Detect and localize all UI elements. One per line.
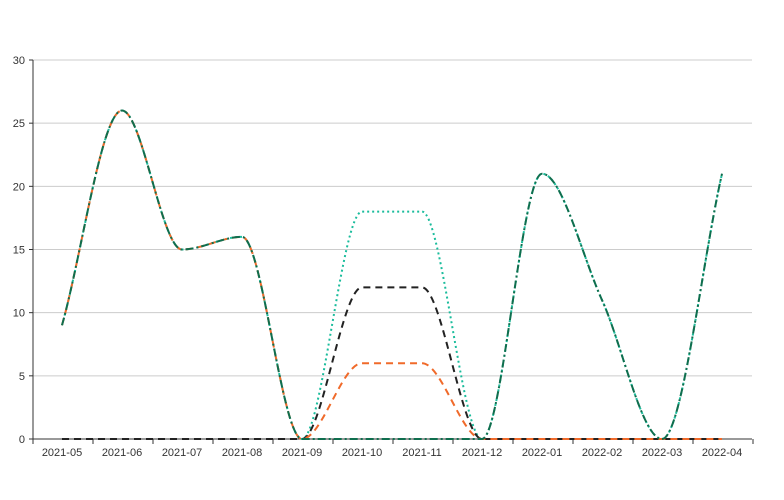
x-tick-label: 2021-07	[162, 447, 202, 459]
y-tick-label: 0	[19, 434, 25, 446]
x-tick-label: 2021-11	[402, 447, 442, 459]
tick-labels: 0 5 10 15 20 25 30 2021-05 2021-06 2021-07 2021-08…	[13, 55, 742, 459]
x-tick-label: 2022-04	[702, 447, 742, 459]
series-line-1	[61, 109, 723, 441]
series-line-4	[61, 109, 723, 441]
series-line-2	[62, 286, 722, 440]
y-tick-label: 10	[13, 308, 25, 320]
x-tick-label: 2021-12	[462, 447, 502, 459]
x-tick-label: 2021-05	[42, 447, 82, 459]
x-tick-label: 2021-10	[342, 447, 382, 459]
x-tick-label: 2021-08	[222, 447, 262, 459]
series-line-3	[61, 109, 722, 441]
y-tick-label: 30	[13, 55, 25, 67]
y-tick-label: 25	[13, 118, 25, 130]
x-tick-label: 2022-01	[522, 447, 562, 459]
y-tick-label: 15	[13, 245, 25, 257]
x-tick-label: 2021-09	[282, 447, 322, 459]
x-tick-label: 2022-02	[582, 447, 622, 459]
y-tick-label: 20	[13, 181, 25, 193]
series-lines	[61, 109, 723, 441]
axes	[29, 59, 754, 444]
x-tick-label: 2021-06	[102, 447, 142, 459]
grid-lines	[33, 59, 752, 377]
x-tick-label: 2022-03	[642, 447, 682, 459]
y-tick-label: 5	[19, 371, 25, 383]
